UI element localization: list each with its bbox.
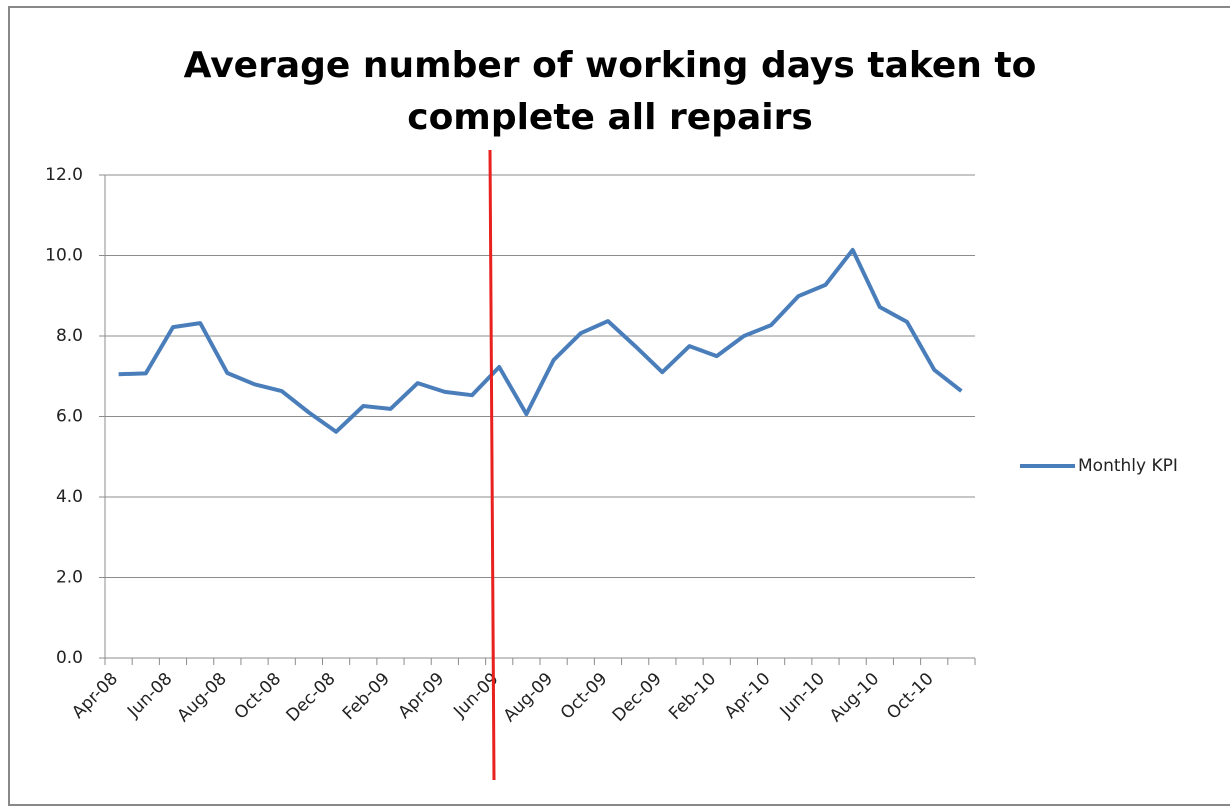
chart-title: Average number of working days taken to …: [183, 45, 1037, 138]
y-tick-label: 12.0: [45, 165, 83, 185]
x-tick-label: Aug-08: [174, 669, 231, 726]
x-tick-label: Aug-10: [826, 669, 883, 726]
y-tick-label: 6.0: [56, 407, 83, 427]
x-tick-label: Oct-10: [883, 669, 938, 724]
legend-label: Monthly KPI: [1078, 456, 1178, 476]
page: Average number of working days taken to …: [8, 6, 1230, 806]
x-tick-label: Dec-09: [609, 669, 666, 726]
x-tick-label: Jun-10: [776, 669, 829, 722]
y-tick-label: 4.0: [56, 487, 83, 507]
x-tick-label: Oct-09: [557, 669, 612, 724]
y-tick-label: 2.0: [56, 568, 83, 588]
x-tick-label: Jun-08: [123, 669, 176, 722]
y-tick-label: 10.0: [45, 246, 83, 266]
divider-line: [488, 149, 496, 780]
x-tick-label: Aug-09: [500, 669, 557, 726]
y-tick-label: 8.0: [56, 326, 83, 346]
x-tick-label: Apr-09: [395, 669, 449, 723]
x-tick-label: Dec-08: [283, 669, 340, 726]
x-tick-label: Feb-09: [339, 669, 394, 724]
y-tick-label: 0.0: [56, 648, 83, 668]
x-tick-label: Apr-08: [68, 669, 122, 723]
x-tick-label: Apr-10: [721, 669, 775, 723]
data-line: [118, 247, 963, 434]
x-tick-label: Feb-10: [665, 669, 720, 724]
x-tick-label: Oct-08: [231, 669, 286, 724]
